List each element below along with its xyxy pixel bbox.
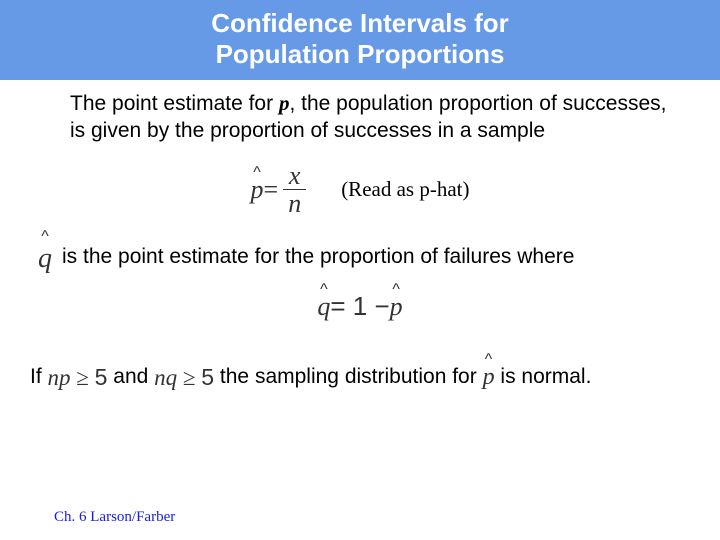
para3-isnormal: is normal.	[500, 365, 591, 388]
paragraph-point-estimate: The point estimate for p, the population…	[30, 90, 690, 144]
fraction-x-over-n: x n	[282, 162, 307, 218]
para3-if: If	[30, 365, 48, 388]
formula-phat-row: ^ p = x n (Read as p-hat)	[30, 162, 690, 218]
hat-icon: ^	[320, 281, 328, 299]
slide-body: The point estimate for p, the population…	[0, 80, 720, 396]
footer-citation: Ch. 6 Larson/Farber	[54, 509, 175, 526]
np-text: np	[48, 365, 71, 390]
equals-sign: =	[264, 175, 279, 205]
ge-sign-1: ≥	[71, 365, 95, 390]
numerator: x	[283, 162, 307, 190]
cond-np: np ≥ 5	[48, 365, 108, 390]
formula-qhat-row: ^ q = 1 − ^ p	[30, 291, 690, 322]
paragraph-qhat: ^ q is the point estimate for the propor…	[30, 239, 690, 275]
formula-qhat: ^ q = 1 − ^ p	[317, 291, 402, 322]
qhat-symbol-2: ^ q	[317, 292, 330, 322]
five-1: 5	[95, 364, 108, 390]
phat-symbol: ^ p	[251, 175, 264, 205]
title-line-2: Population Proportions	[0, 39, 720, 70]
ge-sign-2: ≥	[177, 365, 201, 390]
equals-one-minus: = 1 −	[330, 291, 389, 322]
five-2: 5	[201, 364, 214, 390]
denominator: n	[282, 190, 307, 217]
cond-nq: nq ≥ 5	[154, 365, 214, 390]
slide-title-bar: Confidence Intervals for Population Prop…	[0, 0, 720, 80]
hat-icon: ^	[41, 228, 49, 246]
para3-sampling: the sampling distribution for	[220, 365, 483, 388]
para2-text: is the point estimate for the proportion…	[62, 245, 574, 269]
variable-p: p	[279, 91, 290, 115]
paragraph-normal-condition: If np ≥ 5 and nq ≥ 5 the sampling distri…	[30, 358, 690, 396]
qhat-var: q	[38, 243, 52, 274]
para3-and: and	[113, 365, 154, 388]
phat-symbol-3: ^ p	[483, 358, 495, 396]
qhat-symbol: ^ q	[38, 239, 52, 275]
hat-icon: ^	[485, 347, 493, 373]
phat-symbol-2: ^ p	[390, 292, 403, 322]
nq-text: nq	[154, 365, 177, 390]
hat-icon: ^	[253, 164, 261, 182]
hat-icon: ^	[392, 281, 400, 299]
para1-pre: The point estimate for	[70, 92, 279, 115]
formula-phat: ^ p = x n	[251, 162, 312, 218]
title-line-1: Confidence Intervals for	[0, 8, 720, 39]
read-as-label: (Read as p-hat)	[341, 177, 469, 202]
